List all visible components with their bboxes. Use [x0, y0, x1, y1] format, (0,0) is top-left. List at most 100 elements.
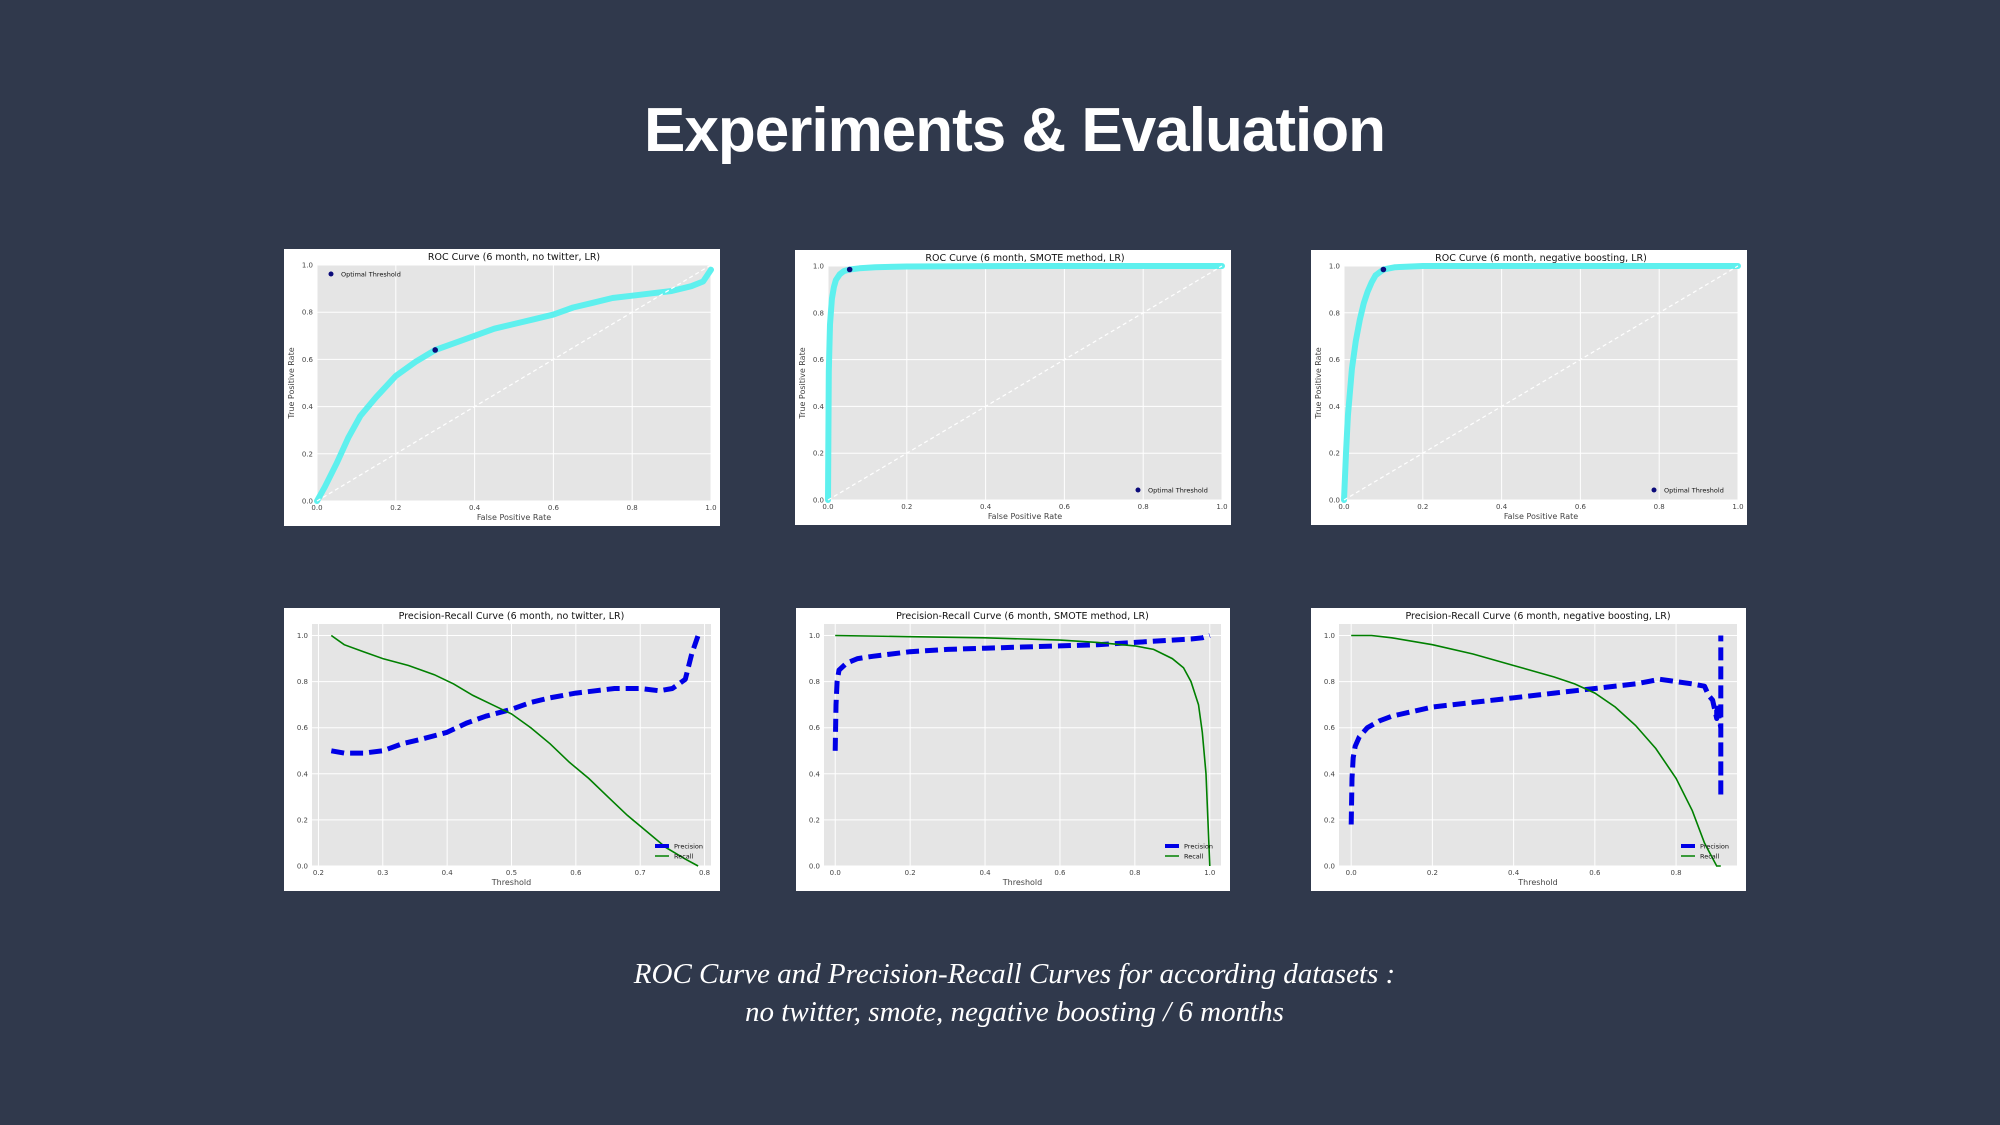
chart-svg: 0.2 0.3 0.4 0.5 0.6 0.7 0.8 0.0 0.2 0.4 0.6 0.8 1.0 P… [297, 611, 711, 887]
x-tick-label: 0.4 [1496, 503, 1508, 511]
diagonal-line [827, 265, 1223, 501]
plot-area [824, 624, 1221, 866]
x-tick-label: 1.0 [1216, 503, 1227, 511]
chart-title: Precision-Recall Curve (6 month, negativ… [1405, 611, 1670, 622]
x-tick-label: 1.0 [1732, 503, 1743, 511]
legend-label: Precision [1700, 843, 1729, 851]
y-tick-label: 1.0 [1329, 263, 1340, 271]
x-tick-label: 0.0 [1338, 503, 1349, 511]
x-tick-label: 0.6 [1575, 503, 1587, 511]
y-tick-label: 0.0 [1329, 497, 1340, 505]
x-tick-label: 0.8 [627, 504, 638, 512]
x-tick-label: 0.0 [311, 504, 322, 512]
x-tick-label: 0.2 [901, 503, 912, 511]
x-axis-label: False Positive Rate [477, 513, 551, 522]
x-tick-label: 0.2 [390, 504, 401, 512]
y-tick-label: 0.6 [302, 356, 314, 364]
chart-title: Precision-Recall Curve (6 month, no twit… [399, 611, 625, 622]
legend-label: Optimal Threshold [1148, 487, 1208, 495]
x-tick-label: 0.2 [313, 869, 324, 877]
legend-label: Precision [674, 843, 703, 851]
chart-title: ROC Curve (6 month, negative boosting, L… [1435, 253, 1647, 264]
y-axis-label: True Positive Rate [1314, 347, 1323, 419]
x-tick-label: 0.8 [1129, 869, 1140, 877]
y-tick-label: 0.0 [809, 863, 820, 871]
chart-title: Precision-Recall Curve (6 month, SMOTE m… [896, 611, 1149, 622]
chart-svg: 0.0 0.2 0.4 0.6 0.8 1.0 0.0 0.2 0.4 0.6 0.8 1.0 ROC … [1314, 253, 1744, 521]
chart-svg: 0.0 0.2 0.4 0.6 0.8 0.0 0.2 0.4 0.6 0.8 1.0 Precisi… [1324, 611, 1737, 887]
caption-line-2: no twitter, smote, negative boosting / 6… [745, 996, 1284, 1028]
x-tick-label: 1.0 [1204, 869, 1215, 877]
plot-area [317, 265, 711, 501]
y-tick-label: 1.0 [302, 262, 313, 270]
y-tick-label: 0.8 [297, 678, 308, 686]
legend-label: Optimal Threshold [1664, 487, 1724, 495]
y-tick-label: 0.8 [1324, 678, 1335, 686]
y-tick-label: 1.0 [1324, 632, 1335, 640]
optimal-threshold-point [1380, 266, 1387, 273]
x-tick-label: 0.0 [1346, 869, 1357, 877]
x-tick-label: 0.6 [1059, 503, 1071, 511]
x-axis-label: Threshold [1002, 878, 1042, 887]
y-tick-label: 0.2 [297, 816, 308, 824]
y-tick-label: 1.0 [297, 632, 308, 640]
chart-pr-smote: 0.0 0.2 0.4 0.6 0.8 1.0 0.0 0.2 0.4 0.6 0.8 1.0 Prec… [796, 608, 1230, 891]
y-tick-label: 0.6 [1324, 724, 1336, 732]
chart-svg: 0.0 0.2 0.4 0.6 0.8 1.0 0.0 0.2 0.4 0.6 0.8 1.0 ROC … [287, 252, 717, 522]
y-tick-label: 0.2 [813, 450, 824, 458]
x-tick-label: 0.4 [442, 869, 454, 877]
x-axis-label: False Positive Rate [1504, 512, 1578, 521]
x-tick-label: 0.4 [1508, 869, 1520, 877]
y-tick-label: 0.8 [809, 678, 820, 686]
plot-area [828, 266, 1222, 500]
x-tick-label: 0.6 [1054, 869, 1066, 877]
chart-title: ROC Curve (6 month, no twitter, LR) [428, 252, 600, 263]
x-tick-label: 0.4 [469, 504, 481, 512]
x-tick-label: 0.2 [905, 869, 916, 877]
x-axis-label: Threshold [1517, 878, 1557, 887]
y-tick-label: 0.0 [813, 497, 824, 505]
slide-title: Experiments & Evaluation [644, 96, 1386, 165]
y-tick-label: 0.8 [1329, 309, 1340, 317]
chart-title: ROC Curve (6 month, SMOTE method, LR) [925, 253, 1124, 264]
roc-curve-line [1341, 263, 1741, 503]
y-tick-label: 0.4 [297, 770, 309, 778]
y-tick-label: 0.4 [1324, 770, 1336, 778]
legend-marker [1651, 487, 1657, 493]
optimal-threshold-point [846, 266, 853, 273]
x-tick-label: 1.0 [705, 504, 716, 512]
y-tick-label: 0.0 [302, 498, 313, 506]
recall-line [330, 634, 699, 867]
y-axis-label: True Positive Rate [798, 347, 807, 419]
x-tick-label: 0.2 [1417, 503, 1428, 511]
x-tick-label: 0.8 [1138, 503, 1149, 511]
legend-label: Recall [674, 853, 694, 861]
y-tick-label: 1.0 [813, 263, 824, 271]
y-tick-label: 0.6 [813, 356, 825, 364]
legend-marker [1135, 487, 1141, 493]
precision-line [330, 634, 701, 756]
x-tick-label: 0.7 [635, 869, 646, 877]
y-tick-label: 0.8 [302, 309, 313, 317]
chart-roc-smote: 0.0 0.2 0.4 0.6 0.8 1.0 0.0 0.2 0.4 0.6 0.8 1.0 ROC … [795, 250, 1231, 525]
y-tick-label: 0.2 [1329, 450, 1340, 458]
x-axis-label: Threshold [491, 878, 531, 887]
y-tick-label: 0.2 [809, 816, 820, 824]
x-tick-label: 0.0 [830, 869, 841, 877]
plot-area [1344, 266, 1738, 500]
y-tick-label: 0.6 [297, 724, 309, 732]
chart-svg: 0.0 0.2 0.4 0.6 0.8 1.0 0.0 0.2 0.4 0.6 0.8 1.0 ROC … [798, 253, 1228, 521]
legend-label: Recall [1184, 853, 1204, 861]
x-tick-label: 0.8 [699, 869, 710, 877]
slide-caption: ROC Curve and Precision-Recall Curves fo… [0, 955, 2000, 1031]
y-tick-label: 0.0 [1324, 863, 1335, 871]
chart-roc-negative-boosting: 0.0 0.2 0.4 0.6 0.8 1.0 0.0 0.2 0.4 0.6 0.8 1.0 ROC … [1311, 250, 1747, 525]
chart-pr-negative-boosting: 0.0 0.2 0.4 0.6 0.8 0.0 0.2 0.4 0.6 0.8 1.0 Precisi… [1311, 608, 1746, 891]
chart-svg: 0.0 0.2 0.4 0.6 0.8 1.0 0.0 0.2 0.4 0.6 0.8 1.0 Prec… [809, 611, 1221, 887]
x-tick-label: 0.5 [506, 869, 517, 877]
x-tick-label: 0.6 [570, 869, 582, 877]
precision-line [832, 633, 1211, 751]
caption-line-1: ROC Curve and Precision-Recall Curves fo… [633, 958, 1396, 990]
chart-roc-no-twitter: 0.0 0.2 0.4 0.6 0.8 1.0 0.0 0.2 0.4 0.6 0.8 1.0 ROC … [284, 249, 720, 526]
legend-label: Recall [1700, 853, 1720, 861]
